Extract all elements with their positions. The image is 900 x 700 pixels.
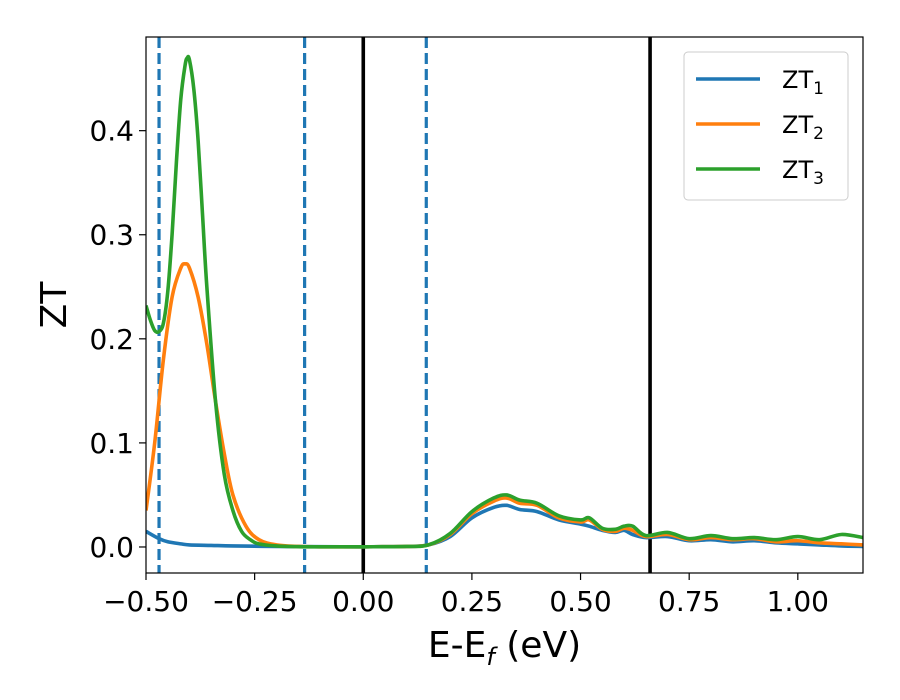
x-tick-label: 0.25 <box>441 585 503 618</box>
y-tick-label: 0.3 <box>89 219 134 252</box>
series-line-zt2 <box>146 261 863 549</box>
x-tick-label: 0.50 <box>549 585 611 618</box>
legend-label-zt1: ZT1 <box>782 66 824 99</box>
x-tick-label: −0.25 <box>212 585 298 618</box>
plot-frame <box>145 36 864 574</box>
series-lines <box>146 54 863 549</box>
x-tick-label: 1.00 <box>767 585 829 618</box>
x-tick-label: 0.00 <box>332 585 394 618</box>
x-tick-label: 0.75 <box>658 585 720 618</box>
y-tick-label: 0.4 <box>89 115 134 148</box>
x-tick-label: −0.50 <box>103 585 189 618</box>
legend-label-subscript: 3 <box>813 169 824 189</box>
y-axis-label: ZT <box>34 281 75 329</box>
x-axis-label-main: E-E <box>428 625 486 666</box>
legend-label-zt2: ZT2 <box>782 111 824 144</box>
y-tick-label: 0.1 <box>89 427 134 460</box>
y-tick-label: 0.0 <box>89 531 134 564</box>
legend-label-zt3: ZT3 <box>782 156 824 189</box>
legend-label-main: ZT <box>782 111 813 139</box>
legend-label-subscript: 2 <box>813 124 824 144</box>
series-line-zt1 <box>146 503 863 549</box>
series-line-zt3 <box>146 54 863 549</box>
reference-lines <box>157 37 652 573</box>
legend-label-main: ZT <box>782 156 813 184</box>
y-tick-label: 0.2 <box>89 323 134 356</box>
legend-label-main: ZT <box>782 66 813 94</box>
x-axis-label: E-Ef (eV) <box>428 625 581 671</box>
x-axis-ticks: −0.50 −0.25 0.00 0.25 0.50 0.75 1.00 <box>103 573 829 618</box>
y-axis-ticks: 0.0 0.1 0.2 0.3 0.4 <box>89 115 146 564</box>
legend-label-subscript: 1 <box>813 79 824 99</box>
legend-box <box>683 51 849 201</box>
x-axis-label-unit: (eV) <box>495 625 581 666</box>
